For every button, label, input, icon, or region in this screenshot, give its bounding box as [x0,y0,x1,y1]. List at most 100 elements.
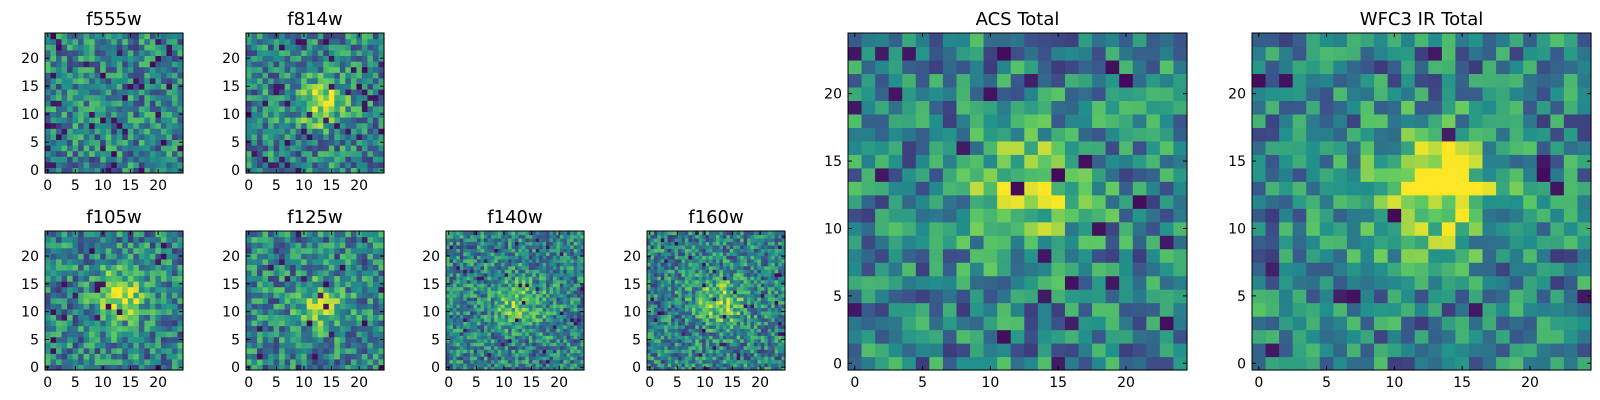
heatmap-cell [83,242,90,249]
heatmap-cell [511,342,516,347]
heatmap-cell [681,359,686,364]
heatmap-cell [111,325,118,332]
heatmap-cell [356,275,363,282]
heatmap-cell [317,100,324,107]
heatmap-cell [171,55,179,62]
heatmap-cell [525,237,530,243]
heatmap-cell [750,335,755,340]
heatmap-cell [72,156,79,163]
heatmap-cell [290,231,297,238]
heatmap-cell [767,356,772,361]
heatmap-cell [301,353,308,360]
heatmap-cell [446,234,451,239]
heatmap-cell [515,231,520,236]
heatmap-cell [378,77,385,84]
heatmap-cell [301,55,308,62]
heatmap-cell [328,303,335,310]
heatmap-cell [356,94,363,101]
heatmap-cell [94,331,101,338]
heatmap-cell [166,347,173,354]
heatmap-cell [549,231,554,236]
heatmap-cell [89,319,96,327]
heatmap-cell [372,325,380,332]
heatmap-cell [268,353,275,360]
heatmap-cell [473,352,478,357]
heatmap-cell [456,265,461,270]
heatmap-cell [361,156,369,163]
heatmap-cell [61,167,68,174]
heatmap-cell [350,117,357,124]
heatmap-cell [781,310,786,316]
heatmap-cell [740,345,745,350]
heatmap-cell [566,241,571,246]
heatmap-cell [378,122,385,129]
heatmap-cell [535,248,540,253]
axes-frame [44,230,184,371]
heatmap-cell [577,321,582,326]
heatmap-cell [345,83,352,90]
heatmap-cell [56,156,63,163]
heatmap-cell [753,349,758,354]
heatmap-cell [674,356,679,361]
heatmap-cell [268,358,275,366]
heatmap-cell [295,231,302,238]
heatmap-cell [535,279,540,284]
heatmap-cell [262,253,269,260]
heatmap-cell [372,44,380,51]
heatmap-cell [67,117,74,124]
heatmap-cell [452,331,457,336]
heatmap-cell [138,44,145,51]
heatmap-cell [487,331,492,336]
heatmap-cell [664,345,669,350]
heatmap-cell [89,100,96,107]
heatmap-cell [72,303,79,310]
heatmap-cell [317,231,324,238]
heatmap-cell [504,262,509,267]
heatmap-cell [56,133,63,140]
heatmap-cell [312,156,319,163]
heatmap-cell [334,128,341,135]
heatmap-cell [570,272,575,277]
heatmap-cell [83,38,90,45]
heatmap-cell [449,307,454,312]
heatmap-cell [577,258,582,263]
heatmap-cell [566,244,571,249]
heatmap-cell [726,307,731,312]
heatmap-cell [116,236,123,243]
heatmap-cell [525,328,530,333]
heatmap-cell [508,262,513,267]
heatmap-cell [778,328,783,333]
heatmap-cell [111,297,118,304]
heatmap-cell [50,342,57,349]
heatmap-cell [345,161,352,168]
heatmap-cell [497,359,502,364]
heatmap-cell [144,89,151,96]
heatmap-cell [273,94,280,101]
heatmap-cell [653,314,658,319]
heatmap-cell [477,321,482,326]
heatmap-cell [122,292,129,299]
heatmap-cell [525,297,530,302]
heatmap-cell [323,236,330,243]
heatmap-cell [50,167,57,174]
heatmap-cell [83,303,90,310]
heatmap-cell [525,283,530,288]
heatmap-cell [764,345,769,350]
heatmap-cell [709,317,714,322]
heatmap-cell [733,356,738,361]
heatmap-cell [367,77,374,84]
heatmap-cell [257,128,264,135]
heatmap-cell [100,122,107,129]
heatmap-cell [764,314,769,319]
heatmap-cell [563,366,568,371]
heatmap-cell [477,366,482,371]
heatmap-cell [650,366,655,371]
heatmap-cell [459,244,464,249]
heatmap-cell [452,237,457,243]
heatmap-cell [45,303,52,310]
heatmap-cell [166,253,173,260]
heatmap-cell [515,251,520,256]
heatmap-cell [515,258,520,263]
heatmap-cell [144,347,151,354]
heatmap-cell [695,317,700,322]
